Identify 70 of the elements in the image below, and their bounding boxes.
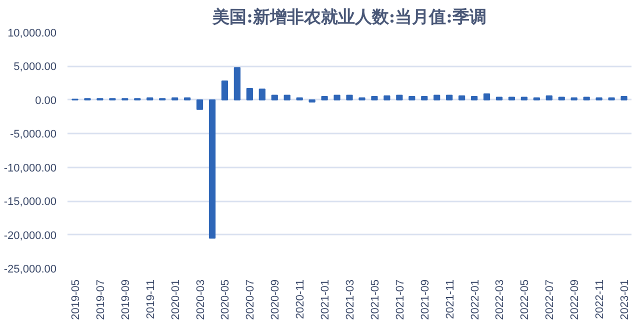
bar: [371, 96, 378, 100]
x-tick-label: 2021-09: [419, 279, 432, 320]
x-tick-label: 2021-11: [444, 279, 456, 320]
x-tick-label: 2021-07: [394, 279, 406, 320]
bar: [508, 96, 516, 100]
x-tick-label: 2022-09: [569, 279, 582, 320]
x-tick-label: 2020-07: [244, 279, 257, 320]
y-tick-label: -5,000.00: [10, 128, 57, 141]
bar: [184, 97, 191, 100]
bar: [496, 96, 503, 100]
bar: [470, 96, 478, 100]
bar: [533, 97, 540, 100]
bar: [321, 96, 328, 100]
y-tick-label: 0.00: [35, 94, 57, 107]
bar: [146, 97, 154, 100]
y-tick-label: -20,000.00: [4, 230, 57, 242]
x-tick-label: 2022-03: [494, 279, 506, 320]
bar: [434, 94, 440, 100]
bar: [346, 94, 353, 100]
x-tick-label: 2021-05: [369, 279, 382, 320]
x-tick-label: 2020-05: [220, 279, 232, 320]
bar: [608, 97, 615, 100]
bar: [234, 67, 241, 100]
x-tick-label: 2020-01: [170, 279, 182, 320]
x-tick-label: 2019-07: [94, 279, 107, 320]
bar: [221, 80, 228, 100]
bar: [546, 95, 552, 100]
x-tick-label: 2023-01: [619, 279, 632, 320]
bar: [296, 97, 303, 100]
y-tick-label: 5,000.00: [14, 61, 57, 74]
bar: [246, 88, 253, 100]
x-tick-label: 2019-05: [70, 279, 82, 320]
x-tick-label: 2020-09: [270, 279, 282, 320]
bar: [520, 96, 528, 100]
bar: [558, 96, 565, 100]
x-tick-label: 2019-11: [144, 279, 157, 320]
bar: [396, 94, 403, 100]
bar: [358, 97, 366, 100]
bar: [284, 94, 290, 100]
x-tick-label: 2021-01: [320, 279, 332, 320]
bar: [458, 95, 466, 100]
y-tick-label: -10,000.00: [4, 162, 57, 174]
bar: [196, 99, 204, 110]
y-tick-label: 10,000.00: [8, 28, 56, 40]
bar: [271, 94, 278, 100]
bar: [446, 94, 453, 100]
bar: [483, 93, 490, 100]
x-tick-label: 2020-03: [194, 279, 207, 320]
bar: [258, 88, 266, 100]
bar: [308, 99, 316, 102]
bar: [208, 99, 216, 239]
bar: [583, 96, 590, 100]
chart-title: 美国:新增非农就业人数:当月值:季调: [212, 8, 486, 28]
bar: [334, 94, 340, 100]
bar: [384, 95, 390, 100]
y-tick-label: -15,000.00: [4, 196, 57, 208]
x-tick-label: 2022-11: [594, 279, 606, 320]
bar: [172, 97, 178, 100]
y-tick-label: -25,000.00: [4, 264, 57, 276]
x-tick-label: 2022-07: [544, 279, 556, 320]
bar: [408, 96, 416, 100]
x-tick-label: 2021-03: [344, 279, 356, 320]
bar: [620, 96, 628, 100]
x-tick-label: 2019-09: [120, 279, 132, 320]
x-tick-label: 2022-05: [519, 279, 532, 320]
bar: [596, 97, 602, 100]
bar: [421, 96, 428, 100]
x-tick-label: 2022-01: [469, 279, 482, 320]
x-tick-label: 2020-11: [294, 279, 307, 320]
bar: [570, 97, 578, 100]
